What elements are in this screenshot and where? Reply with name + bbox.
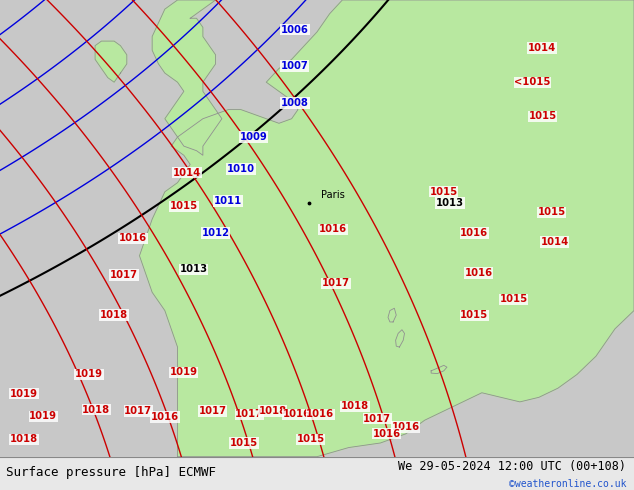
Polygon shape: [139, 0, 634, 457]
Text: 1015: 1015: [170, 201, 198, 211]
Text: 1014: 1014: [528, 43, 556, 53]
Text: 1018: 1018: [82, 405, 110, 415]
Text: 1015: 1015: [538, 207, 566, 218]
Text: 1009: 1009: [240, 132, 268, 142]
Text: 1016: 1016: [465, 268, 493, 278]
Text: 1019: 1019: [10, 389, 38, 399]
Text: 1013: 1013: [179, 265, 207, 274]
Polygon shape: [431, 366, 447, 373]
Text: 1015: 1015: [297, 434, 325, 444]
Text: 1007: 1007: [281, 61, 309, 71]
Text: 1016: 1016: [306, 409, 334, 419]
Text: 1017: 1017: [363, 414, 391, 424]
Text: 1006: 1006: [281, 24, 309, 35]
Text: We 29-05-2024 12:00 UTC (00+108): We 29-05-2024 12:00 UTC (00+108): [398, 460, 626, 473]
Text: 1014: 1014: [541, 237, 569, 247]
Text: 1017: 1017: [124, 406, 152, 416]
Text: 1013: 1013: [436, 198, 464, 208]
Text: 1018: 1018: [10, 434, 38, 444]
Polygon shape: [95, 41, 127, 82]
Text: 1016: 1016: [151, 412, 179, 422]
Text: 1019: 1019: [170, 367, 198, 377]
Text: 1015: 1015: [529, 111, 557, 122]
Text: 1017: 1017: [235, 409, 263, 419]
Text: 1015: 1015: [460, 310, 488, 320]
Text: 1014: 1014: [173, 168, 201, 178]
Text: 1016: 1016: [283, 409, 311, 419]
Polygon shape: [152, 0, 222, 155]
Text: 1012: 1012: [202, 228, 230, 238]
Text: 1011: 1011: [214, 196, 242, 206]
Text: 1018: 1018: [100, 310, 128, 320]
Text: Paris: Paris: [321, 190, 345, 199]
Text: 1008: 1008: [281, 98, 309, 108]
Polygon shape: [396, 330, 404, 347]
Polygon shape: [388, 308, 396, 322]
Text: 1016: 1016: [373, 429, 401, 439]
Text: 1016: 1016: [460, 228, 488, 238]
Text: 1010: 1010: [227, 164, 255, 174]
Text: 1017: 1017: [322, 278, 350, 288]
Text: 1016: 1016: [392, 422, 420, 432]
Text: 1015: 1015: [500, 294, 527, 304]
Text: 1018: 1018: [341, 401, 369, 412]
Text: ©weatheronline.co.uk: ©weatheronline.co.uk: [509, 479, 626, 489]
Text: 1018: 1018: [259, 406, 287, 416]
Text: Surface pressure [hPa] ECMWF: Surface pressure [hPa] ECMWF: [6, 466, 216, 479]
Text: 1019: 1019: [29, 412, 57, 421]
Text: 1019: 1019: [75, 369, 103, 379]
Text: 1015: 1015: [230, 438, 258, 448]
Text: 1017: 1017: [110, 270, 138, 280]
Text: 1017: 1017: [198, 406, 226, 416]
Text: 1015: 1015: [430, 187, 458, 197]
Text: <1015: <1015: [514, 77, 551, 87]
Text: 1016: 1016: [119, 233, 147, 244]
Text: 1016: 1016: [319, 224, 347, 234]
